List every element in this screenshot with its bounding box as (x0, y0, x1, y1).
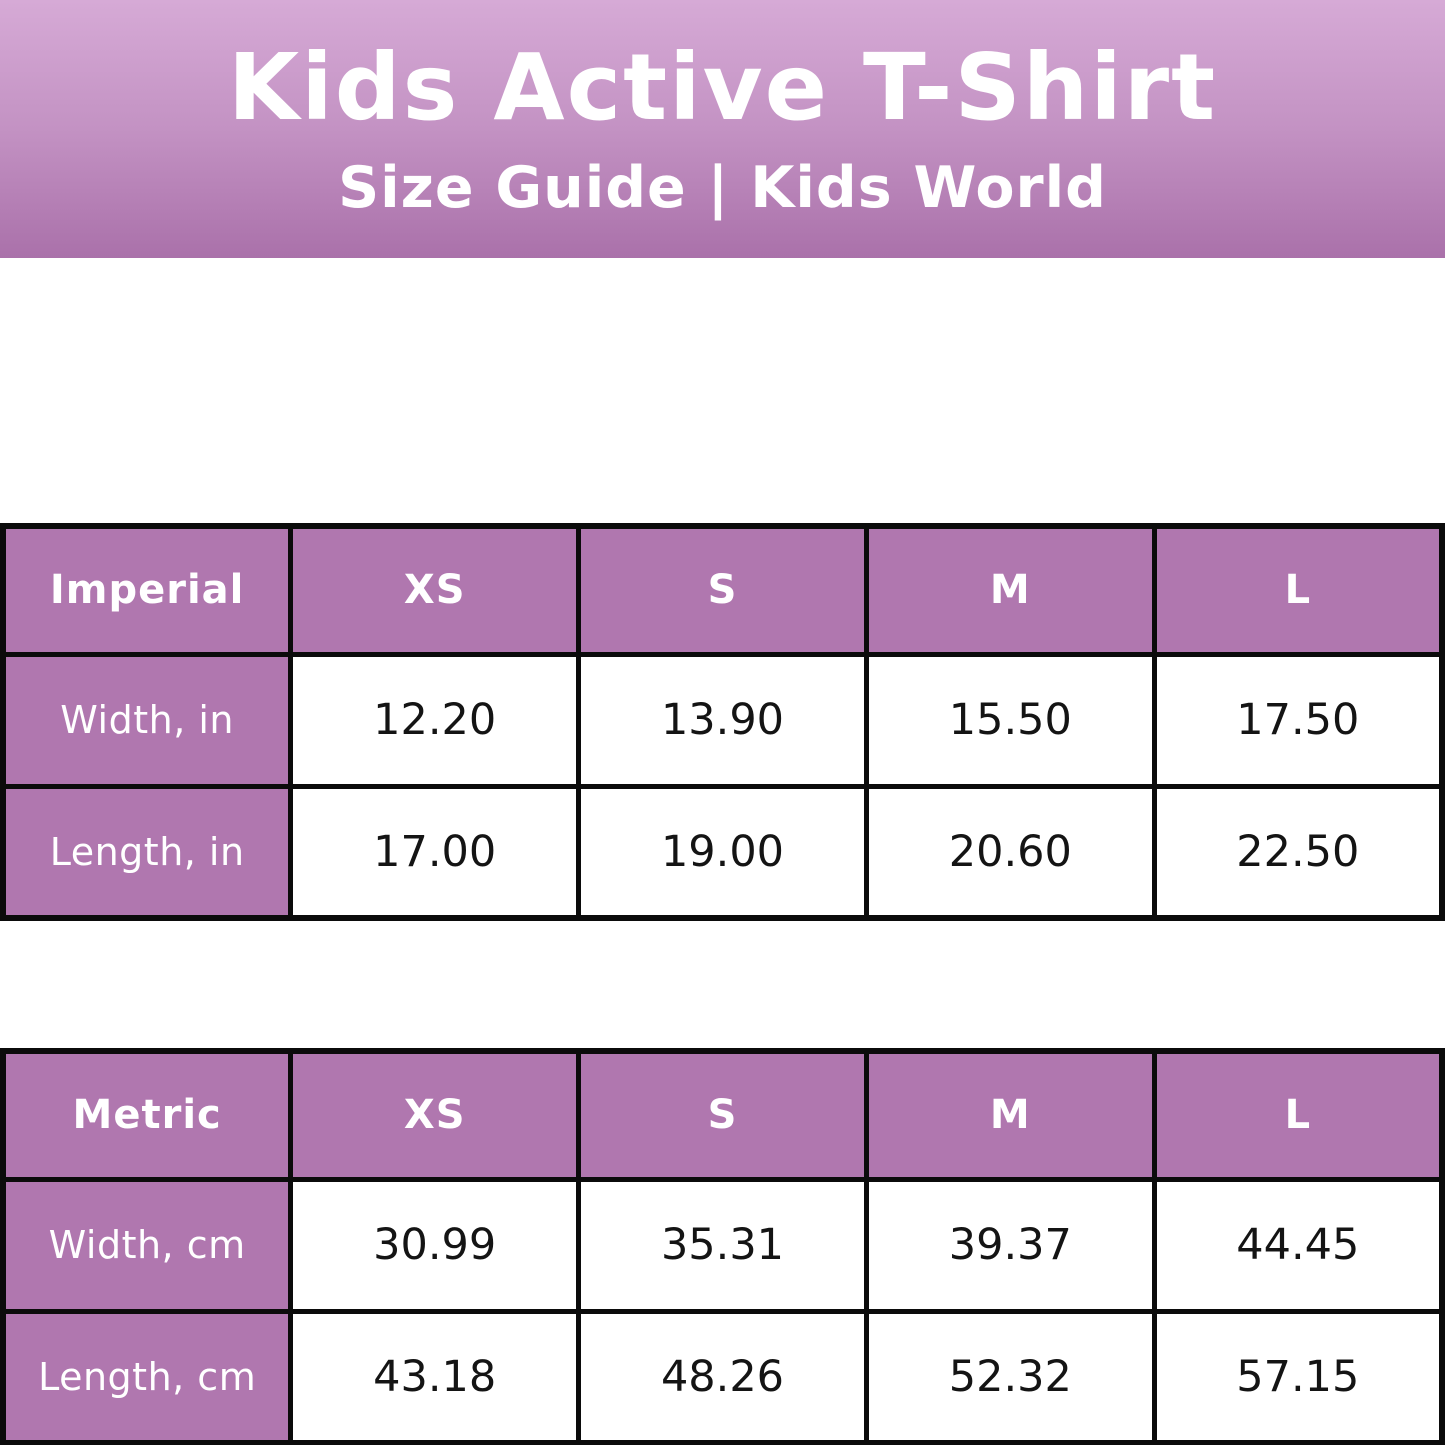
metric-unit-header: Metric (0, 1048, 294, 1182)
metric-width-m-value: 39.37 (863, 1176, 1157, 1314)
imperial-size-l-header: L (1151, 523, 1445, 657)
imperial-width-xs-value: 12.20 (288, 651, 582, 789)
metric-width-row: Width, cm 30.99 35.31 39.37 44.45 (0, 1176, 1445, 1314)
metric-length-label: Length, cm (0, 1308, 294, 1445)
metric-width-label: Width, cm (0, 1176, 294, 1314)
metric-length-m-value: 52.32 (863, 1308, 1157, 1445)
imperial-length-row: Length, in 17.00 19.00 20.60 22.50 (0, 783, 1445, 921)
metric-size-table: Metric XS S M L Width, cm 30.99 35.31 39… (0, 1048, 1445, 1445)
imperial-size-table: Imperial XS S M L Width, in 12.20 13.90 … (0, 523, 1445, 921)
metric-length-l-value: 57.15 (1151, 1308, 1445, 1445)
imperial-width-s-value: 13.90 (576, 651, 869, 789)
imperial-length-xs-value: 17.00 (288, 783, 582, 921)
metric-length-xs-value: 43.18 (288, 1308, 582, 1445)
metric-size-m-header: M (863, 1048, 1157, 1182)
banner: Kids Active T-Shirt Size Guide | Kids Wo… (0, 0, 1445, 258)
imperial-size-xs-header: XS (288, 523, 582, 657)
imperial-length-l-value: 22.50 (1151, 783, 1445, 921)
metric-length-row: Length, cm 43.18 48.26 52.32 57.15 (0, 1308, 1445, 1445)
metric-size-s-header: S (576, 1048, 869, 1182)
imperial-width-l-value: 17.50 (1151, 651, 1445, 789)
page-subtitle: Size Guide | Kids World (338, 154, 1107, 221)
metric-width-l-value: 44.45 (1151, 1176, 1445, 1314)
imperial-width-row: Width, in 12.20 13.90 15.50 17.50 (0, 651, 1445, 789)
imperial-header-row: Imperial XS S M L (0, 523, 1445, 657)
imperial-length-label: Length, in (0, 783, 294, 921)
metric-width-xs-value: 30.99 (288, 1176, 582, 1314)
imperial-size-s-header: S (576, 523, 869, 657)
metric-header-row: Metric XS S M L (0, 1048, 1445, 1182)
imperial-length-s-value: 19.00 (576, 783, 869, 921)
metric-length-s-value: 48.26 (576, 1308, 869, 1445)
imperial-width-label: Width, in (0, 651, 294, 789)
metric-size-l-header: L (1151, 1048, 1445, 1182)
metric-width-s-value: 35.31 (576, 1176, 869, 1314)
imperial-width-m-value: 15.50 (863, 651, 1157, 789)
imperial-unit-header: Imperial (0, 523, 294, 657)
metric-size-xs-header: XS (288, 1048, 582, 1182)
imperial-length-m-value: 20.60 (863, 783, 1157, 921)
page-title: Kids Active T-Shirt (227, 33, 1218, 141)
imperial-size-m-header: M (863, 523, 1157, 657)
